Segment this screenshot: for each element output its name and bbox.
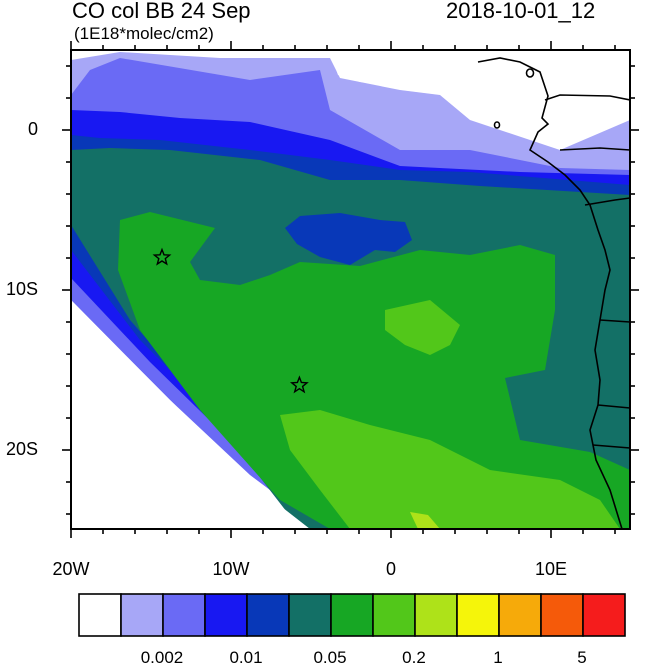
colorbar-swatch	[288, 593, 332, 637]
lon-label-10e: 10E	[534, 559, 568, 579]
lat-label-0: 0	[27, 119, 38, 139]
lon-label-10w: 10W	[212, 559, 250, 579]
colorbar-swatch	[204, 593, 248, 637]
colorbar-label: 0.002	[140, 648, 184, 667]
colorbar-swatch	[456, 593, 500, 637]
coastline	[477, 57, 630, 529]
colorbar-label: 0.01	[229, 648, 263, 667]
colorbar-swatch	[162, 593, 206, 637]
colorbar-swatch	[414, 593, 458, 637]
lat-label-10s: 10S	[5, 279, 38, 299]
colorbar-swatch	[330, 593, 374, 637]
map-title: CO col BB 24 Sep	[72, 0, 251, 23]
colorbar-swatch	[372, 593, 416, 637]
colorbar-label: 1	[493, 648, 503, 667]
site-markers	[152, 247, 309, 394]
star-marker-2	[289, 375, 309, 394]
colorbar-swatch	[498, 593, 542, 637]
lon-label-20w: 20W	[52, 559, 90, 579]
colorbar-swatch	[540, 593, 584, 637]
co-concentration-field	[71, 50, 630, 529]
colorbar-swatch	[246, 593, 290, 637]
star-marker-1	[152, 247, 172, 266]
colorbar-label: 0.2	[402, 648, 426, 667]
colorbar-swatch	[78, 593, 122, 637]
colorbar	[78, 593, 626, 637]
lat-label-20s: 20S	[5, 439, 38, 459]
colorbar-label: 5	[577, 648, 587, 667]
map-datetime: 2018-10-01_12	[446, 0, 596, 23]
colorbar-label: 0.05	[313, 648, 347, 667]
lon-label-0: 0	[385, 559, 396, 579]
axis-ticks	[62, 41, 639, 538]
colorbar-swatch	[582, 593, 626, 637]
map-units: (1E18*molec/cm2)	[74, 24, 214, 43]
colorbar-swatch	[120, 593, 164, 637]
